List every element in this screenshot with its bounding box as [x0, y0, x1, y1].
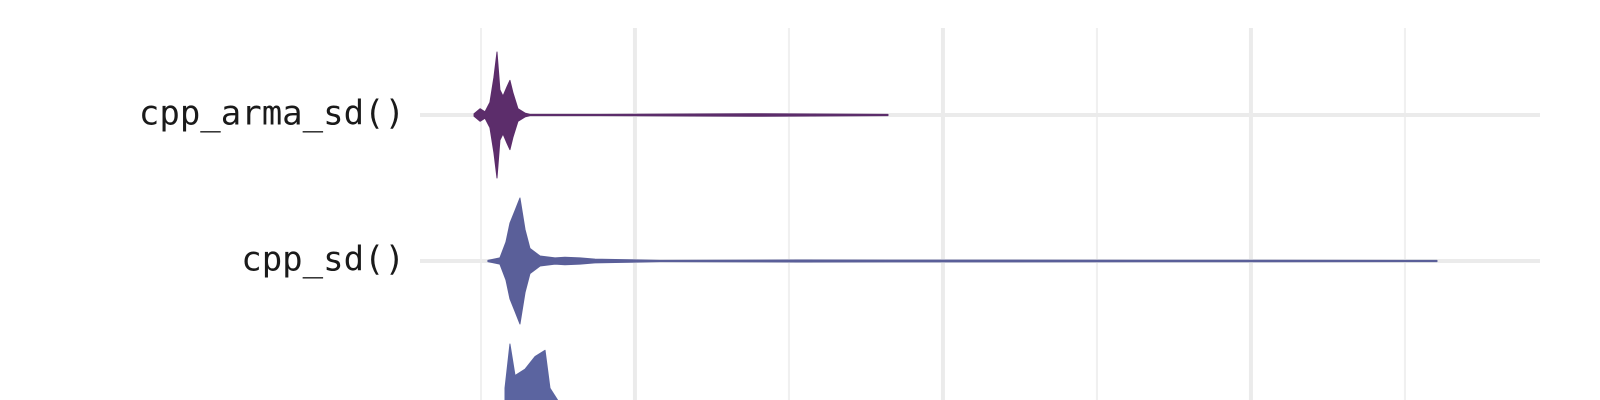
violin-half — [473, 114, 889, 179]
y-tick-label: cpp_arma_sd() — [139, 94, 405, 134]
violin-half — [487, 197, 1438, 262]
violin-half — [473, 51, 889, 116]
violin-half — [504, 343, 559, 400]
y-tick-label: cpp_sd() — [241, 240, 405, 280]
violin-half — [487, 260, 1438, 325]
